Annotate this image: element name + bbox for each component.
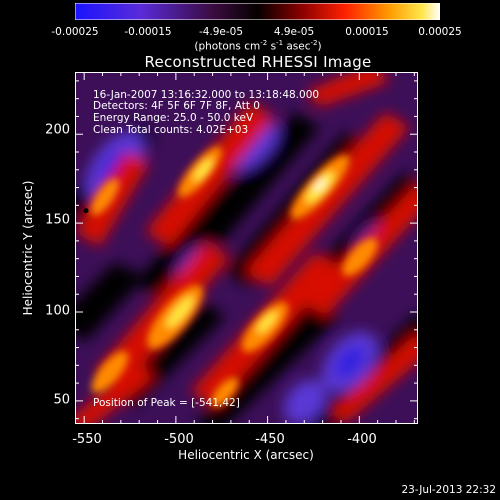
x-axis-label: Heliocentric X (arcsec) <box>178 448 314 462</box>
colorbar-tick-label: -0.00015 <box>124 26 172 38</box>
x-tick-label: -400 <box>347 432 377 447</box>
colorbar-tick-label: -0.00025 <box>51 26 99 38</box>
y-tick-label: 150 <box>45 212 70 228</box>
y-tick-label: 200 <box>45 122 70 138</box>
y-axis-label: Heliocentric Y (arcsec) <box>21 180 35 316</box>
colorbar-tick-label: -4.9e-05 <box>198 26 244 38</box>
detectors-text: Detectors: 4F 5F 6F 7F 8F, Att 0 <box>93 100 260 112</box>
y-tick-label: 100 <box>45 303 70 319</box>
peak-position-text: Position of Peak = [-541,42] <box>93 397 240 409</box>
colorbar-tick-label: 0.00025 <box>418 26 462 38</box>
colorbar-tick-label: 0.00015 <box>345 26 389 38</box>
x-tick-label: -550 <box>72 432 102 447</box>
x-tick-label: -450 <box>255 432 285 447</box>
heatmap-hotspots <box>90 146 378 407</box>
marker-dot <box>83 208 89 214</box>
chart-title: Reconstructed RHESSI Image <box>144 53 372 71</box>
heatmap-plot <box>75 72 418 424</box>
time-range-text: 16-Jan-2007 13:16:32.000 to 13:18:48.000 <box>93 89 320 101</box>
plot-frame <box>75 72 418 424</box>
colorbar-units-label: (photons cm-2 s-1 asec-2) <box>194 39 322 53</box>
y-tick-label: 50 <box>53 392 70 408</box>
clean-counts-text: Clean Total counts: 4.02E+03 <box>93 124 249 136</box>
x-tick-label: -500 <box>164 432 194 447</box>
energy-range-text: Energy Range: 25.0 - 50.0 keV <box>93 112 254 124</box>
colorbar <box>75 3 440 20</box>
timestamp-footer: 23-Jul-2013 22:32 <box>401 484 496 496</box>
colorbar-tick-label: 4.9e-05 <box>273 26 315 38</box>
